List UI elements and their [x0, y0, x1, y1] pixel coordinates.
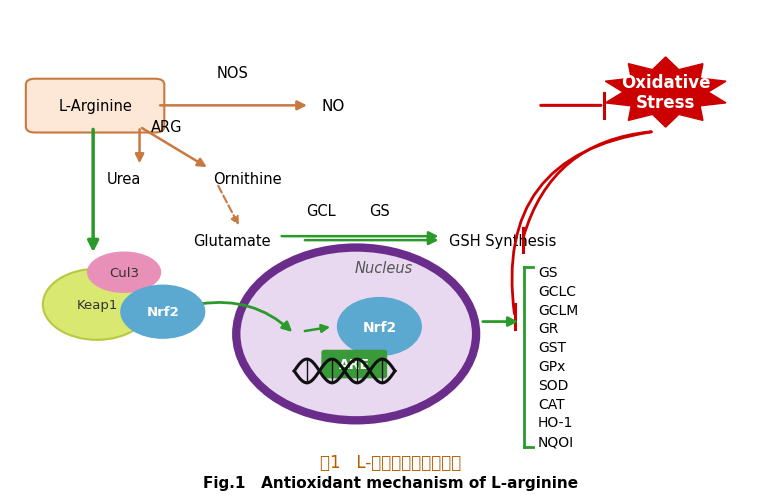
- Text: CAT: CAT: [538, 397, 565, 411]
- Text: GST: GST: [538, 341, 566, 355]
- Text: NO: NO: [321, 99, 345, 114]
- Ellipse shape: [120, 285, 206, 339]
- Ellipse shape: [337, 297, 422, 356]
- Text: Glutamate: Glutamate: [194, 233, 271, 248]
- Text: NOS: NOS: [217, 66, 249, 81]
- Text: Fig.1   Antioxidant mechanism of L-arginine: Fig.1 Antioxidant mechanism of L-arginin…: [203, 474, 579, 489]
- Text: GCLC: GCLC: [538, 285, 576, 299]
- Text: NQOI: NQOI: [538, 434, 574, 448]
- Ellipse shape: [236, 248, 476, 420]
- Text: GSH Synthesis: GSH Synthesis: [449, 233, 557, 248]
- Text: Nucleus: Nucleus: [354, 260, 412, 275]
- Text: Urea: Urea: [107, 171, 142, 186]
- Text: GCL: GCL: [307, 203, 336, 218]
- Text: L-Arginine: L-Arginine: [58, 99, 132, 114]
- Text: GS: GS: [538, 266, 558, 280]
- FancyBboxPatch shape: [321, 350, 387, 379]
- Text: Nrf2: Nrf2: [362, 320, 396, 334]
- Text: GS: GS: [369, 203, 389, 218]
- Text: GPx: GPx: [538, 359, 565, 373]
- Text: Ornithine: Ornithine: [213, 171, 282, 186]
- Text: Nrf2: Nrf2: [146, 306, 179, 319]
- Polygon shape: [605, 58, 726, 128]
- Ellipse shape: [43, 269, 151, 340]
- Text: ARE: ARE: [339, 357, 370, 371]
- Text: HO-1: HO-1: [538, 415, 573, 429]
- Text: GR: GR: [538, 322, 558, 336]
- Text: Oxidative
Stress: Oxidative Stress: [621, 74, 710, 112]
- Text: GCLM: GCLM: [538, 303, 578, 317]
- Ellipse shape: [87, 252, 161, 294]
- Text: SOD: SOD: [538, 378, 569, 392]
- FancyBboxPatch shape: [26, 80, 164, 133]
- Text: Keap1: Keap1: [77, 298, 118, 311]
- Text: 图1   L-精氨酸的抗氧化机制: 图1 L-精氨酸的抗氧化机制: [321, 453, 461, 471]
- Text: ARG: ARG: [151, 120, 182, 135]
- Text: Cul3: Cul3: [109, 266, 139, 279]
